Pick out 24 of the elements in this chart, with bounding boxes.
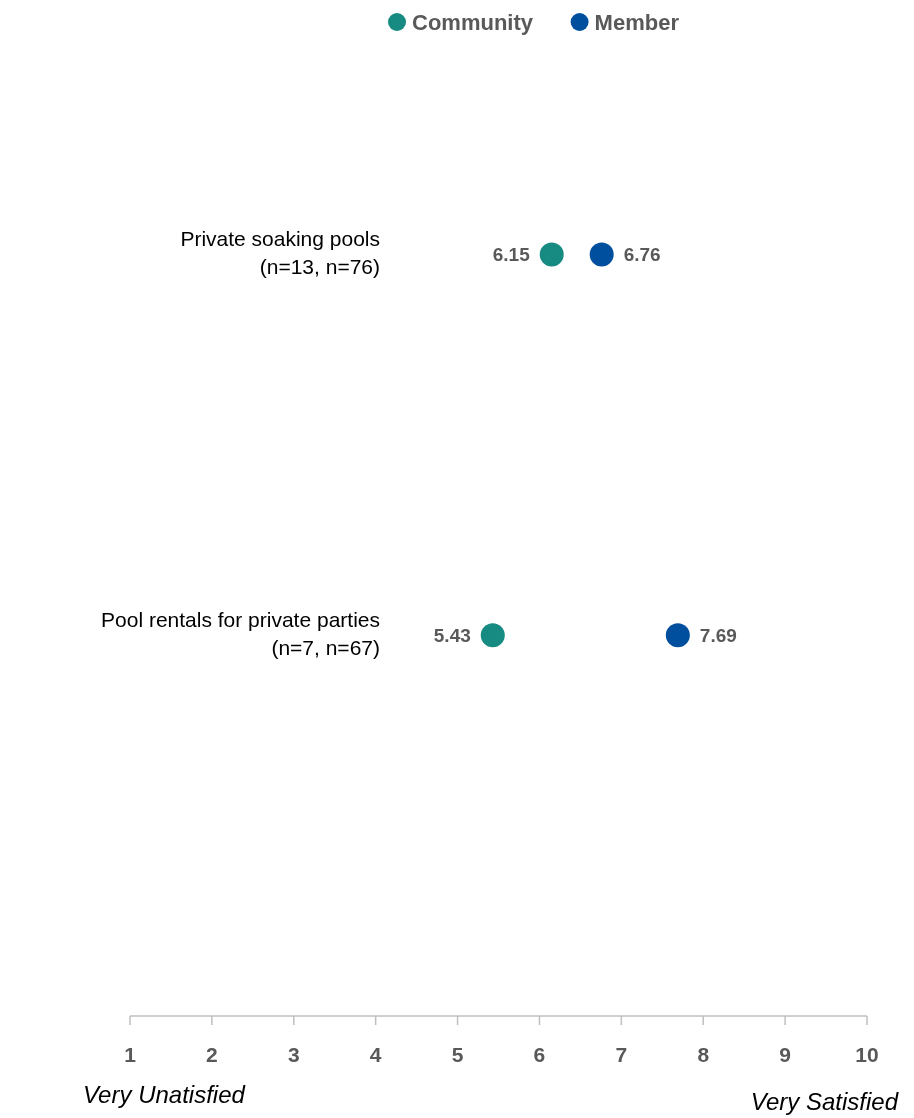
legend-label: Community bbox=[412, 10, 534, 35]
data-label: 6.15 bbox=[492, 244, 531, 266]
legend-label: Member bbox=[594, 10, 680, 35]
x-tick-label: 4 bbox=[369, 1043, 382, 1066]
data-label: 7.69 bbox=[699, 625, 737, 647]
x-tick-label: 5 bbox=[451, 1043, 464, 1066]
x-tick-label: 3 bbox=[287, 1043, 300, 1066]
x-tick-label: 7 bbox=[615, 1043, 628, 1066]
data-label: 6.76 bbox=[623, 244, 661, 266]
x-tick-label: 6 bbox=[533, 1043, 546, 1066]
y-tick-label: Private soaking pools (n=13, n=76) bbox=[180, 227, 380, 279]
x-tick-label: 1 bbox=[124, 1043, 137, 1066]
x-tick-label: 9 bbox=[779, 1043, 791, 1066]
point bbox=[665, 623, 690, 648]
text: Very Satisfied bbox=[750, 1088, 899, 1115]
x-tick-label: 10 bbox=[855, 1043, 879, 1066]
point bbox=[589, 242, 614, 267]
x-tick-label: 2 bbox=[206, 1043, 218, 1066]
text: Very Unatisfied bbox=[83, 1081, 246, 1108]
x-tick-label: 8 bbox=[697, 1043, 710, 1066]
point bbox=[539, 242, 564, 267]
data-label: 5.43 bbox=[433, 625, 471, 647]
point bbox=[480, 623, 505, 648]
y-tick-label: Pool rentals for private parties (n=7, n=67) bbox=[101, 608, 380, 660]
